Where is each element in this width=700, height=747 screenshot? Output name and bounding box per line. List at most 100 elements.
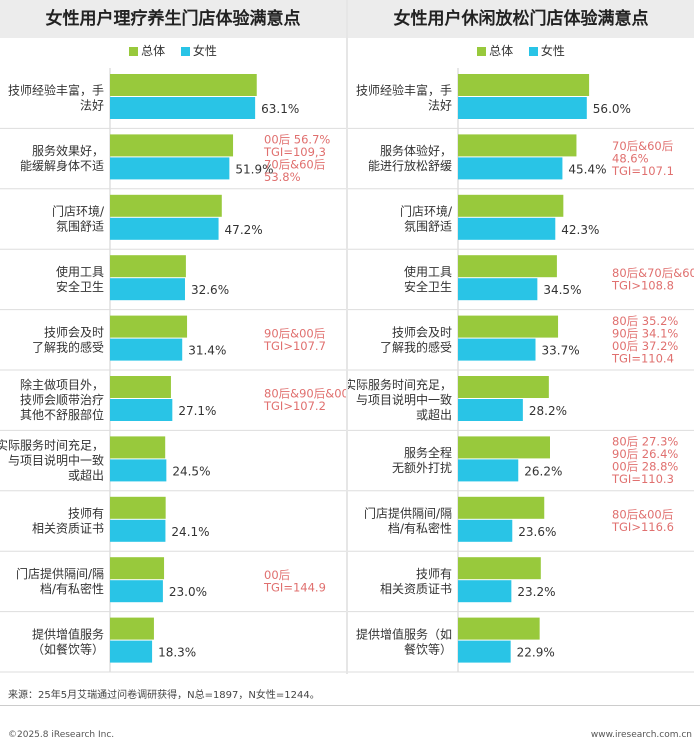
category-label: 门店提供隔间/隔 bbox=[364, 506, 452, 521]
bar-female bbox=[458, 580, 512, 603]
annotation-text: TGI=110.4 bbox=[611, 351, 674, 365]
bar-overall bbox=[458, 557, 541, 580]
bar-female bbox=[110, 580, 163, 603]
bar-overall bbox=[110, 315, 188, 338]
legend-label-female: 女性 bbox=[540, 44, 565, 58]
annotation-text: TGI=144.9 bbox=[263, 580, 326, 594]
data-label: 24.5% bbox=[172, 464, 210, 478]
data-label: 63.1% bbox=[261, 102, 299, 116]
category-label: 了解我的感受 bbox=[380, 339, 452, 354]
category-label: 门店提供隔间/隔 bbox=[16, 566, 104, 581]
annotation-text: 90后 26.4% bbox=[612, 447, 678, 461]
annotation-text: 70后&60后 bbox=[264, 158, 325, 172]
data-label: 28.2% bbox=[529, 404, 567, 418]
category-label: （如餐饮等） bbox=[32, 641, 104, 656]
annotation-text: TGI>116.6 bbox=[611, 520, 674, 534]
annotation-text: 80后&90后&00后 bbox=[264, 387, 346, 401]
category-row: 门店环境/氛围舒适 47.2% bbox=[0, 194, 346, 250]
bar-overall bbox=[458, 255, 557, 278]
annotation-text: 80后&00后 bbox=[612, 508, 673, 522]
legend-swatch-overall bbox=[477, 47, 487, 56]
bar-overall bbox=[458, 74, 590, 96]
chart-legend: 总体 女性 bbox=[348, 42, 694, 60]
category-label: 或超出 bbox=[68, 468, 104, 483]
bar-female bbox=[458, 157, 563, 180]
data-label: 56.0% bbox=[593, 102, 631, 116]
annotation-text: 00后 bbox=[264, 568, 290, 582]
bar-overall bbox=[458, 134, 577, 157]
category-label: 提供增值服务（如 bbox=[356, 626, 452, 641]
bar-female bbox=[110, 640, 153, 663]
category-label: 安全卫生 bbox=[404, 279, 452, 294]
data-label: 18.3% bbox=[158, 646, 196, 660]
category-label: 档/有私密性 bbox=[40, 581, 104, 596]
annotation-text: 53.8% bbox=[264, 170, 301, 184]
annotation-text: 00后 28.8% bbox=[612, 460, 678, 474]
category-label: 法好 bbox=[80, 99, 104, 113]
bar-female bbox=[110, 217, 219, 240]
bar-overall bbox=[458, 315, 559, 338]
legend-label-female: 女性 bbox=[192, 44, 217, 58]
category-label: 技师有 bbox=[416, 567, 452, 581]
category-label: 相关资质证书 bbox=[32, 522, 104, 536]
data-label: 34.5% bbox=[543, 283, 581, 297]
right-chart-panel: 女性用户休闲放松门店体验满意点 总体 女性 技师经验丰富，手 法好 56.0% 服务体… bbox=[348, 0, 694, 674]
bar-female bbox=[458, 97, 587, 119]
bar-female bbox=[458, 640, 511, 663]
bar-female bbox=[110, 97, 256, 119]
category-label: 门店环境/ bbox=[52, 204, 105, 219]
chart-legend: 总体 女性 bbox=[0, 42, 346, 60]
data-label: 22.9% bbox=[517, 646, 555, 660]
category-label: 氛围舒适 bbox=[56, 220, 104, 234]
category-label: 档/有私密性 bbox=[388, 521, 452, 536]
category-label: 技师经验丰富，手 bbox=[356, 83, 452, 98]
chart-title: 女性用户理疗养生门店体验满意点 bbox=[0, 0, 346, 38]
bar-overall bbox=[110, 496, 166, 519]
category-row: 提供增值服务（如餐饮等） 22.9% bbox=[348, 617, 694, 673]
bar-female bbox=[110, 157, 230, 180]
category-label: 氛围舒适 bbox=[404, 220, 452, 234]
legend-item-female: 女性 bbox=[528, 44, 565, 58]
bar-overall bbox=[110, 436, 166, 459]
category-row: 服务效果好，能缓解身体不适 51.9% bbox=[0, 134, 346, 190]
bar-female bbox=[458, 459, 519, 482]
bar-overall bbox=[458, 496, 545, 519]
annotation: 80后 27.3%90后 26.4%00后 28.8%TGI=110.3 bbox=[611, 435, 678, 487]
category-label: 使用工具 bbox=[404, 264, 452, 279]
category-label: 实际服务时间充足， bbox=[348, 377, 452, 392]
category-row: 技师经验丰富，手法好 56.0% bbox=[348, 74, 694, 129]
bar-female bbox=[458, 217, 556, 240]
legend-swatch-female bbox=[180, 47, 190, 56]
bar-overall bbox=[110, 376, 171, 398]
category-label: 提供增值服务 bbox=[32, 626, 104, 641]
category-row: 提供增值服务（如餐饮等） 18.3% bbox=[0, 617, 346, 673]
bar-overall bbox=[458, 436, 550, 459]
data-label: 24.1% bbox=[171, 525, 209, 539]
bar-overall bbox=[110, 557, 165, 580]
bar-female bbox=[110, 399, 173, 421]
category-label: 技师会顺带治疗 bbox=[20, 393, 104, 407]
legend-item-female: 女性 bbox=[180, 44, 217, 58]
bar-female bbox=[110, 278, 185, 301]
category-label: 与项目说明中一致 bbox=[356, 392, 452, 407]
annotation-text: 48.6% bbox=[612, 151, 649, 165]
footer-divider bbox=[0, 705, 700, 706]
category-label: 能进行放松舒缓 bbox=[368, 158, 452, 173]
bar-overall bbox=[458, 617, 540, 640]
source-note: 来源：25年5月艾瑞通过问卷调研获得，N总=1897，N女性=1244。 bbox=[8, 690, 320, 701]
category-label: 技师有 bbox=[68, 507, 104, 521]
panel-divider bbox=[346, 0, 348, 674]
data-label: 32.6% bbox=[191, 283, 229, 297]
data-label: 51.9% bbox=[235, 162, 273, 176]
annotation-text: 80后 27.3% bbox=[612, 435, 678, 449]
